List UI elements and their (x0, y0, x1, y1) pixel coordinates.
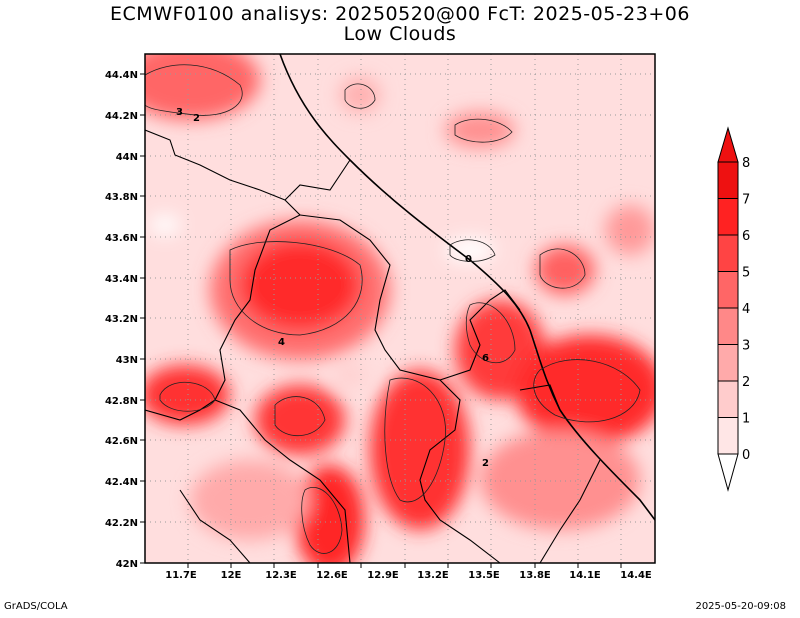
x-tick-label: 12.3E (265, 570, 297, 581)
y-tick-label: 44N (116, 152, 138, 163)
y-tick-label: 43.2N (105, 314, 138, 325)
y-tick-label: 42.4N (105, 477, 138, 488)
map-subtitle: Low Clouds (343, 23, 457, 45)
x-tick-label: 13.5E (468, 570, 500, 581)
contour-label: 4 (278, 337, 285, 348)
colorbar: 0 1 2 3 4 5 6 7 8 (717, 126, 750, 492)
colorbar-swatch (717, 417, 739, 455)
contour-label: 6 (482, 353, 489, 364)
contour-label: 0 (465, 254, 472, 265)
colorbar-top-arrow (717, 126, 739, 163)
y-tick-label: 42N (116, 559, 138, 570)
footer-right: 2025-05-20-09:08 (695, 601, 786, 612)
y-tick-label: 43.8N (105, 192, 138, 203)
colorbar-label: 6 (742, 229, 750, 244)
x-tick-label: 11.7E (165, 570, 197, 581)
coastline (279, 54, 655, 521)
x-tick-label: 12E (221, 570, 242, 581)
x-tick-label: 14.1E (569, 570, 601, 581)
contour-label: 2 (482, 458, 489, 469)
footer-left: GrADS/COLA (4, 601, 68, 612)
colorbar-swatch (717, 234, 739, 272)
y-tick-label: 43N (116, 355, 138, 366)
y-tick-label: 42.2N (105, 518, 138, 529)
contour-label: 2 (193, 113, 200, 124)
colorbar-label: 2 (742, 375, 750, 390)
colorbar-label: 4 (742, 302, 750, 317)
regional-borders (145, 129, 601, 563)
x-tick-label: 13.2E (417, 570, 449, 581)
y-tick-label: 43.6N (105, 233, 138, 244)
x-tick-label: 12.6E (316, 570, 348, 581)
colorbar-swatch (717, 198, 739, 236)
colorbar-bottom-arrow (717, 453, 739, 492)
colorbar-swatch (717, 161, 739, 199)
colorbar-swatch (717, 344, 739, 382)
y-tick-label: 44.4N (105, 70, 138, 81)
x-tick-label: 14.4E (620, 570, 652, 581)
colorbar-label: 5 (742, 266, 750, 281)
x-tick-label: 13.8E (519, 570, 551, 581)
y-tick-label: 44.2N (105, 111, 138, 122)
y-tick-label: 42.8N (105, 396, 138, 407)
colorbar-label: 0 (742, 448, 750, 463)
y-tick-label: 43.4N (105, 274, 138, 285)
colorbar-label: 1 (742, 412, 750, 427)
cloud-field: 3 2 0 4 6 2 (145, 54, 655, 563)
colorbar-swatch (717, 307, 739, 345)
map-title: ECMWF0100 analisys: 20250520@00 FcT: 202… (110, 3, 690, 25)
colorbar-label: 8 (742, 156, 750, 171)
colorbar-swatch (717, 271, 739, 309)
colorbar-label: 3 (742, 339, 750, 354)
y-tick-label: 42.6N (105, 436, 138, 447)
colorbar-label: 7 (742, 193, 750, 208)
plot-frame (144, 53, 656, 564)
x-tick-label: 12.9E (367, 570, 399, 581)
colorbar-swatch (717, 380, 739, 418)
contour-label: 3 (176, 107, 183, 118)
